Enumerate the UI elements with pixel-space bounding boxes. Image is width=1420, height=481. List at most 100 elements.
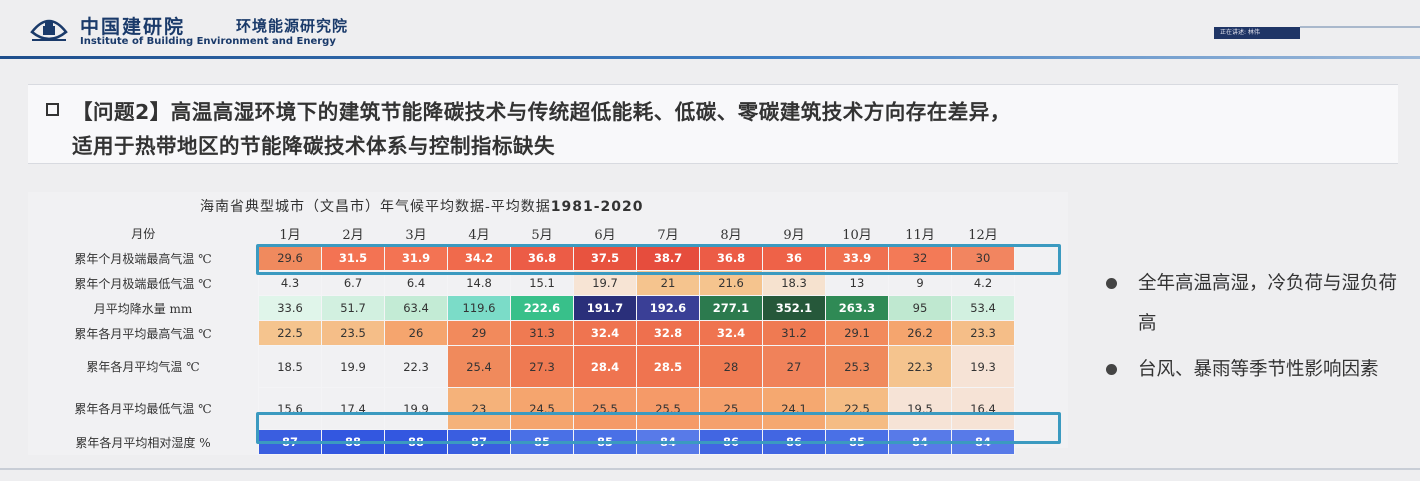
speaker-tag: 正在讲述: 林伟 — [1214, 27, 1300, 39]
bullet-dot-icon — [1106, 278, 1117, 289]
data-cell: 33.6 — [258, 295, 322, 321]
data-cell: 263.3 — [825, 295, 889, 321]
month-header: 2月 — [321, 221, 385, 246]
data-cell: 33.9 — [825, 245, 889, 271]
data-cell: 31.3 — [510, 320, 574, 346]
data-cell: 51.7 — [321, 295, 385, 321]
data-cell: 32 — [888, 245, 952, 271]
data-cell: 53.4 — [951, 295, 1015, 321]
bullet-text: 台风、暴雨等季节性影响因素 — [1138, 359, 1379, 380]
month-header: 3月 — [384, 221, 448, 246]
data-cell: 25.5 — [636, 387, 700, 430]
month-header: 12月 — [951, 221, 1015, 246]
data-cell: 27 — [762, 345, 826, 388]
data-cell: 32.4 — [573, 320, 637, 346]
month-header: 10月 — [825, 221, 889, 246]
table-header-row: 月份 1月 2月 3月 4月 5月 6月 7月 8月 9月 10月 11月 12… — [28, 221, 1015, 246]
data-cell: 32.4 — [699, 320, 763, 346]
data-cell: 36 — [762, 245, 826, 271]
row-label: 月平均降水量 mm — [28, 295, 259, 321]
data-cell: 34.2 — [447, 245, 511, 271]
data-cell: 29.1 — [825, 320, 889, 346]
climate-data-table: 月份 1月 2月 3月 4月 5月 6月 7月 8月 9月 10月 11月 12… — [28, 221, 1015, 455]
data-cell: 30 — [951, 245, 1015, 271]
data-cell: 37.5 — [573, 245, 637, 271]
month-header: 1月 — [258, 221, 322, 246]
data-cell: 19.9 — [384, 387, 448, 430]
header-accent-line — [1300, 26, 1420, 28]
footer-divider — [0, 468, 1420, 470]
data-cell: 26.2 — [888, 320, 952, 346]
table-row: 累年各月平均最低气温 ℃ 15.6 17.4 19.9 23 24.5 25.5 25.5 25… — [28, 387, 1015, 430]
row-label: 累年各月平均相对湿度 % — [28, 429, 259, 455]
month-header: 11月 — [888, 221, 952, 246]
table-title-text: 海南省典型城市（文昌市）年气候平均数据-平均数据 — [200, 199, 551, 215]
data-cell: 26 — [384, 320, 448, 346]
data-cell: 31.9 — [384, 245, 448, 271]
data-cell: 31.2 — [762, 320, 826, 346]
data-cell: 28.4 — [573, 345, 637, 388]
question-text-line1: 【问题2】高温高湿环境下的建筑节能降碳技术与传统超低能耗、低碳、零碳建筑技术方向… — [72, 100, 1011, 124]
row-label: 累年个月极端最低气温 ℃ — [28, 270, 259, 296]
header-divider — [0, 56, 1420, 59]
question-text-line2: 适用于热带地区的节能降碳技术体系与控制指标缺失 — [72, 134, 555, 158]
data-cell: 31.5 — [321, 245, 385, 271]
org-logo-icon — [30, 19, 68, 41]
month-header: 8月 — [699, 221, 763, 246]
row-label: 累年个月极端最高气温 ℃ — [28, 245, 259, 271]
org-name-cn: 中国建研院 — [80, 16, 186, 38]
question-box: 【问题2】高温高湿环境下的建筑节能降碳技术与传统超低能耗、低碳、零碳建筑技术方向… — [28, 84, 1398, 164]
data-cell: 95 — [888, 295, 952, 321]
data-cell: 191.7 — [573, 295, 637, 321]
month-header: 6月 — [573, 221, 637, 246]
square-bullet-icon — [46, 103, 59, 116]
month-header: 9月 — [762, 221, 826, 246]
row-label: 累年各月平均气温 ℃ — [28, 345, 259, 388]
data-cell: 17.4 — [321, 387, 385, 430]
row-label: 累年各月平均最低气温 ℃ — [28, 387, 259, 430]
month-header: 4月 — [447, 221, 511, 246]
data-cell: 22.3 — [384, 345, 448, 388]
table-row: 累年各月平均气温 ℃ 18.5 19.9 22.3 25.4 27.3 28.4 28.5 28… — [28, 345, 1015, 388]
month-header: 5月 — [510, 221, 574, 246]
highlight-box-humidity — [256, 412, 1061, 444]
data-cell: 18.5 — [258, 345, 322, 388]
month-header: 7月 — [636, 221, 700, 246]
row-label: 累年各月平均最高气温 ℃ — [28, 320, 259, 346]
data-cell: 352.1 — [762, 295, 826, 321]
key-points: 全年高温高湿，冷负荷与湿负荷高 台风、暴雨等季节性影响因素 — [1098, 264, 1408, 390]
table-row: 月平均降水量 mm 33.6 51.7 63.4 119.6 222.6 191.7 192.… — [28, 295, 1015, 321]
data-cell: 38.7 — [636, 245, 700, 271]
data-cell: 28 — [699, 345, 763, 388]
table-title-years: 1981-2020 — [550, 199, 644, 215]
data-cell: 24.1 — [762, 387, 826, 430]
data-cell: 23.5 — [321, 320, 385, 346]
data-cell: 23.3 — [951, 320, 1015, 346]
bullet-text: 全年高温高湿，冷负荷与湿负荷高 — [1138, 273, 1398, 334]
data-cell: 32.8 — [636, 320, 700, 346]
data-cell: 29.6 — [258, 245, 322, 271]
data-cell: 25.4 — [447, 345, 511, 388]
bullet-item: 全年高温高湿，冷负荷与湿负荷高 — [1098, 264, 1408, 344]
data-cell: 19.3 — [951, 345, 1015, 388]
data-cell: 277.1 — [699, 295, 763, 321]
slide-header: 中国建研院 环境能源研究院 Institute of Building Envi… — [0, 0, 1420, 64]
table-title: 海南省典型城市（文昌市）年气候平均数据-平均数据1981-2020 — [200, 196, 643, 216]
bullet-item: 台风、暴雨等季节性影响因素 — [1098, 350, 1408, 390]
data-cell: 22.5 — [258, 320, 322, 346]
data-cell: 27.3 — [510, 345, 574, 388]
org-name-en: Institute of Building Environment and En… — [80, 36, 336, 47]
corner-label: 月份 — [28, 221, 259, 246]
data-cell: 119.6 — [447, 295, 511, 321]
data-cell: 63.4 — [384, 295, 448, 321]
data-cell: 19.5 — [888, 387, 952, 430]
data-cell: 22.3 — [888, 345, 952, 388]
data-cell: 88 — [384, 429, 448, 455]
data-cell: 29 — [447, 320, 511, 346]
table-row: 累年各月平均最高气温 ℃ 22.5 23.5 26 29 31.3 32.4 32.8 32.4… — [28, 320, 1015, 346]
data-cell: 28.5 — [636, 345, 700, 388]
institute-name-cn: 环境能源研究院 — [236, 17, 349, 35]
data-cell: 222.6 — [510, 295, 574, 321]
bullet-dot-icon — [1106, 364, 1117, 375]
highlight-box-max-temp — [256, 244, 1061, 275]
